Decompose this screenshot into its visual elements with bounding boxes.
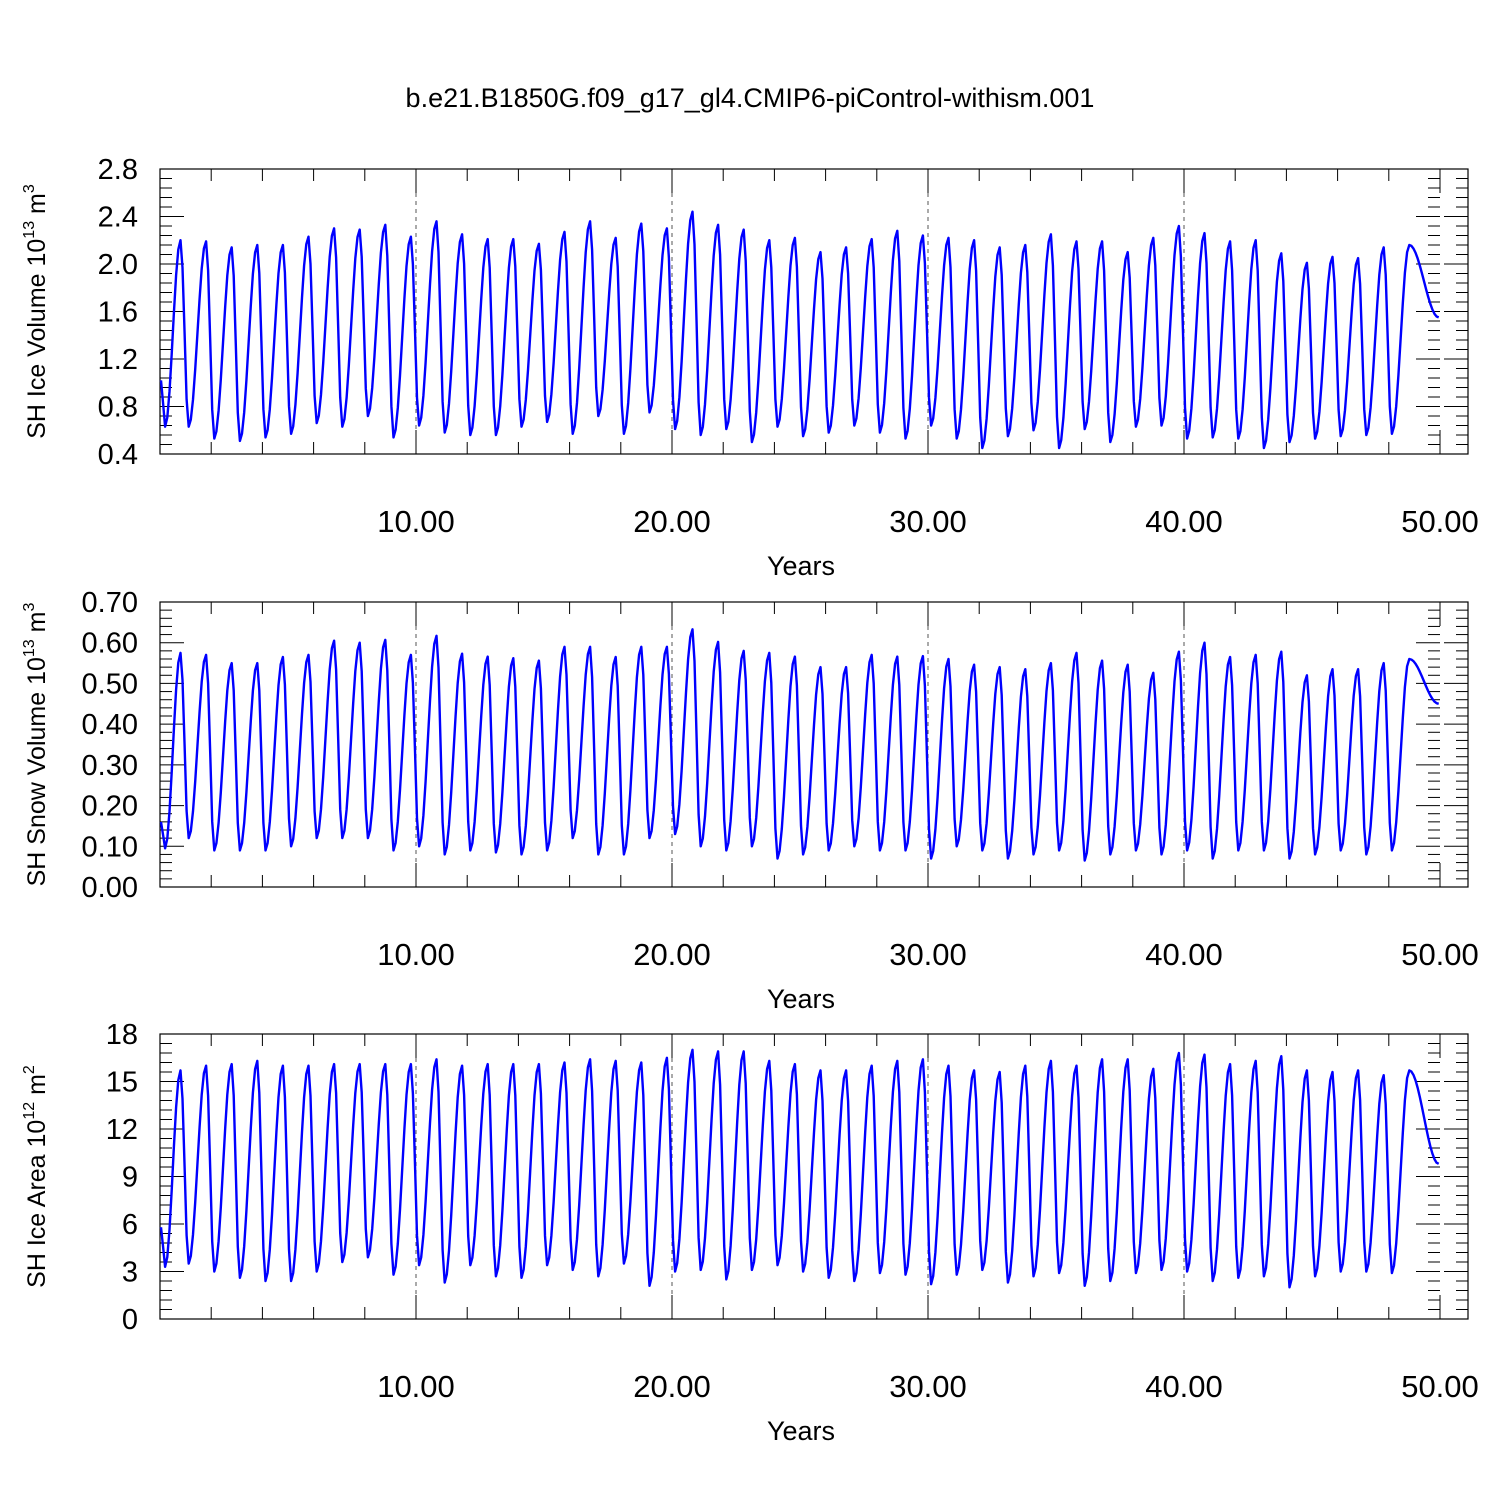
- y-axis-label: SH Snow Volume 1013 m3: [21, 603, 51, 887]
- plot-frame: [159, 601, 1469, 888]
- x-tick-label: 20.00: [633, 1369, 711, 1404]
- y-tick-label: 0.10: [82, 831, 138, 863]
- y-tick-label: 1.2: [98, 344, 138, 376]
- chart-panel-1: 0.4 0.8 1.2 1.6 2.0 2.4 2.8 10.00 20.00 30.00 40.0…: [21, 154, 1479, 581]
- y-tick-label: 1.6: [98, 297, 138, 329]
- data-series-line: [159, 628, 1440, 862]
- x-axis-label: Years: [767, 551, 835, 581]
- x-tick-label: 50.00: [1401, 504, 1479, 539]
- y-tick-label: 9: [122, 1162, 138, 1194]
- y-tick-label: 0.50: [82, 668, 138, 700]
- x-tick-label: 20.00: [633, 504, 711, 539]
- y-tick-label: 12: [106, 1114, 138, 1146]
- y-tick-label: 2.4: [98, 202, 138, 234]
- x-axis-label: Years: [767, 984, 835, 1014]
- y-tick-label: 0.8: [98, 392, 138, 424]
- y-tick-label: 15: [106, 1067, 138, 1099]
- y-tick-label: 0.40: [82, 709, 138, 741]
- data-series-line: [159, 1048, 1440, 1289]
- x-tick-label: 50.00: [1401, 937, 1479, 972]
- chart-title: b.e21.B1850G.f09_g17_gl4.CMIP6-piControl…: [406, 83, 1095, 113]
- y-tick-label: 18: [106, 1019, 138, 1051]
- x-tick-label: 40.00: [1145, 1369, 1223, 1404]
- x-tick-label: 30.00: [889, 1369, 967, 1404]
- y-tick-label: 0.70: [82, 587, 138, 619]
- y-tick-label: 2.8: [98, 154, 138, 186]
- x-tick-label: 40.00: [1145, 937, 1223, 972]
- x-tick-label: 40.00: [1145, 504, 1223, 539]
- data-series-line: [159, 210, 1440, 450]
- x-tick-label: 30.00: [889, 937, 967, 972]
- y-tick-label: 0.60: [82, 628, 138, 660]
- x-tick-label: 30.00: [889, 504, 967, 539]
- x-tick-label: 10.00: [377, 504, 455, 539]
- x-tick-label: 10.00: [377, 937, 455, 972]
- y-tick-label: 0.20: [82, 791, 138, 823]
- y-tick-label: 0.4: [98, 439, 138, 471]
- y-tick-label: 3: [122, 1257, 138, 1289]
- y-tick-label: 0.30: [82, 750, 138, 782]
- y-tick-label: 6: [122, 1209, 138, 1241]
- y-axis-label: SH Ice Volume 1013 m3: [21, 184, 51, 439]
- chart-panel-2: 0.00 0.10 0.20 0.30 0.40 0.50 0.60 0.70 10.00 20.…: [21, 587, 1479, 1014]
- y-tick-label: 2.0: [98, 249, 138, 281]
- x-tick-label: 20.00: [633, 937, 711, 972]
- y-tick-label: 0: [122, 1304, 138, 1336]
- chart-panel-3: 0 3 6 9 12 15 18 10.00 20.00 30.00 40.00 50.00 Years…: [21, 1019, 1479, 1446]
- x-axis-label: Years: [767, 1416, 835, 1446]
- x-tick-label: 50.00: [1401, 1369, 1479, 1404]
- y-axis-label: SH Ice Area 1012 m2: [21, 1065, 51, 1288]
- y-tick-label: 0.00: [82, 872, 138, 904]
- x-tick-label: 10.00: [377, 1369, 455, 1404]
